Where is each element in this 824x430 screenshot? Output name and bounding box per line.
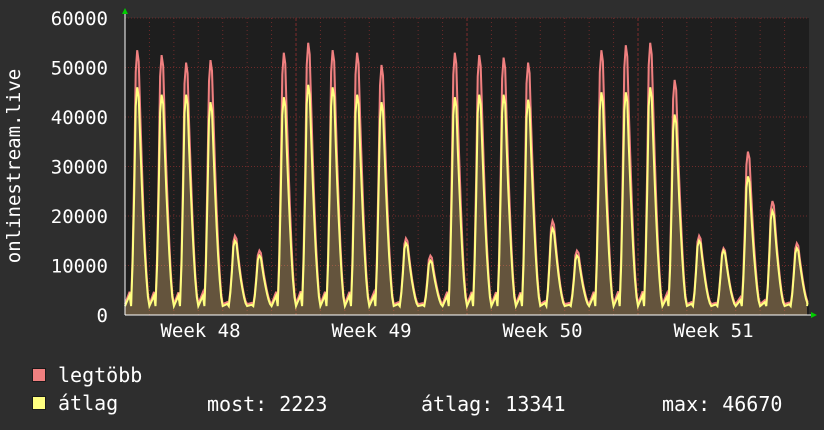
x-tick-label: Week 49	[331, 320, 411, 340]
series-layer	[124, 42, 809, 316]
y-tick-label: 50000	[51, 58, 108, 80]
y-tick-label: 20000	[51, 206, 108, 228]
legend-label-legtobb: legtöbb	[58, 363, 143, 387]
y-tick-label: 60000	[51, 8, 108, 30]
series-area-legtobb	[125, 42, 808, 316]
x-axis-arrow	[811, 312, 817, 318]
legend-label-atlag: átlag	[58, 391, 119, 415]
y-axis-arrow	[122, 8, 128, 14]
stat-max: max: 46670	[662, 392, 783, 416]
y-tick-label: 40000	[51, 107, 108, 129]
stat-atlag: átlag: 13341	[421, 392, 566, 416]
grid-lines	[125, 17, 809, 315]
chart: 0 10000 20000 30000 40000 50000 60000 Week 48 We…	[3, 8, 817, 340]
legend-swatch-atlag	[32, 396, 46, 410]
legend-item-legtobb: legtöbb	[32, 363, 143, 387]
series-line-atlag	[124, 84, 809, 310]
legend-item-atlag: átlag	[32, 391, 119, 415]
series-area-atlag	[125, 84, 808, 315]
legend-swatch-legtobb	[32, 368, 46, 382]
x-tick-label: Week 48	[160, 320, 240, 340]
stat-most: most: 2223	[207, 392, 328, 416]
x-tick-label: Week 50	[502, 320, 582, 340]
tick-labels: 0 10000 20000 30000 40000 50000 60000 Week 48 We…	[51, 8, 754, 340]
axes	[122, 8, 817, 318]
y-tick-label: 30000	[51, 157, 108, 179]
y-tick-label: 10000	[51, 256, 108, 278]
y-axis-label: onlinestream.live	[3, 69, 25, 263]
x-tick-label: Week 51	[673, 320, 753, 340]
y-tick-label: 0	[97, 305, 108, 327]
